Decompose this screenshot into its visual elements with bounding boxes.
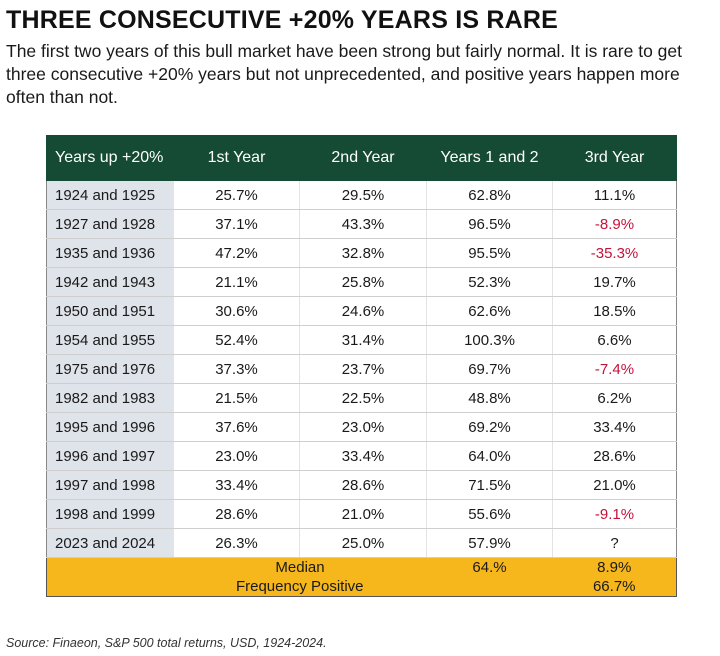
third-year-cell: 28.6% <box>552 441 677 471</box>
second-year-cell: 28.6% <box>299 470 427 500</box>
years-1-and-2-cell: 62.8% <box>426 180 553 210</box>
first-year-cell: 37.3% <box>173 354 300 384</box>
first-year-cell: 26.3% <box>173 528 300 558</box>
frequency-positive-row: Frequency Positive 66.7% <box>46 577 677 597</box>
table-body: 1924 and 1925 25.7% 29.5% 62.8% 11.1% 1927 an… <box>46 180 677 558</box>
first-year-cell: 21.1% <box>173 267 300 297</box>
frequency-positive-third-year: 66.7% <box>552 577 677 597</box>
years-1-and-2-cell: 95.5% <box>426 238 553 268</box>
years-1-and-2-cell: 55.6% <box>426 499 553 529</box>
first-year-cell: 23.0% <box>173 441 300 471</box>
years-1-and-2-cell: 69.2% <box>426 412 553 442</box>
first-year-cell: 47.2% <box>173 238 300 268</box>
second-year-cell: 23.7% <box>299 354 427 384</box>
median-label: Median <box>173 557 427 577</box>
median-years-1-and-2: 64.% <box>426 557 553 577</box>
first-year-cell: 37.6% <box>173 412 300 442</box>
third-year-cell: -35.3% <box>552 238 677 268</box>
first-year-cell: 37.1% <box>173 209 300 239</box>
years-cell: 1975 and 1976 <box>46 354 174 384</box>
years-cell: 1995 and 1996 <box>46 412 174 442</box>
header-years-up: Years up +20% <box>46 135 174 181</box>
years-cell: 1942 and 1943 <box>46 267 174 297</box>
header-third-year: 3rd Year <box>552 135 677 181</box>
third-year-cell: 19.7% <box>552 267 677 297</box>
page-subtitle: The first two years of this bull market … <box>6 41 682 107</box>
median-third-year: 8.9% <box>552 557 677 577</box>
table-row: 1954 and 1955 52.4% 31.4% 100.3% 6.6% <box>46 325 677 355</box>
first-year-cell: 33.4% <box>173 470 300 500</box>
years-1-and-2-cell: 52.3% <box>426 267 553 297</box>
second-year-cell: 25.0% <box>299 528 427 558</box>
first-year-cell: 52.4% <box>173 325 300 355</box>
second-year-cell: 33.4% <box>299 441 427 471</box>
years-1-and-2-cell: 57.9% <box>426 528 553 558</box>
second-year-cell: 31.4% <box>299 325 427 355</box>
years-1-and-2-cell: 100.3% <box>426 325 553 355</box>
table-row: 1995 and 1996 37.6% 23.0% 69.2% 33.4% <box>46 412 677 442</box>
second-year-cell: 22.5% <box>299 383 427 413</box>
third-year-cell: -7.4% <box>552 354 677 384</box>
second-year-cell: 23.0% <box>299 412 427 442</box>
second-year-cell: 32.8% <box>299 238 427 268</box>
years-1-and-2-cell: 48.8% <box>426 383 553 413</box>
first-year-cell: 25.7% <box>173 180 300 210</box>
years-1-and-2-cell: 64.0% <box>426 441 553 471</box>
page-title: THREE CONSECUTIVE +20% YEARS IS RARE <box>6 6 559 34</box>
years-1-and-2-cell: 96.5% <box>426 209 553 239</box>
third-year-cell: -9.1% <box>552 499 677 529</box>
table-header-row: Years up +20% 1st Year 2nd Year Years 1 … <box>46 135 677 181</box>
median-spacer <box>46 557 174 577</box>
first-year-cell: 30.6% <box>173 296 300 326</box>
years-cell: 1997 and 1998 <box>46 470 174 500</box>
table-row: 1927 and 1928 37.1% 43.3% 96.5% -8.9% <box>46 209 677 239</box>
table-row: 1982 and 1983 21.5% 22.5% 48.8% 6.2% <box>46 383 677 413</box>
first-year-cell: 21.5% <box>173 383 300 413</box>
second-year-cell: 25.8% <box>299 267 427 297</box>
header-second-year: 2nd Year <box>299 135 427 181</box>
third-year-cell: 6.2% <box>552 383 677 413</box>
second-year-cell: 43.3% <box>299 209 427 239</box>
returns-table: Years up +20% 1st Year 2nd Year Years 1 … <box>46 135 677 597</box>
third-year-cell: 11.1% <box>552 180 677 210</box>
years-1-and-2-cell: 62.6% <box>426 296 553 326</box>
third-year-cell: 33.4% <box>552 412 677 442</box>
first-year-cell: 28.6% <box>173 499 300 529</box>
third-year-cell: 18.5% <box>552 296 677 326</box>
third-year-cell: 6.6% <box>552 325 677 355</box>
table-row: 1997 and 1998 33.4% 28.6% 71.5% 21.0% <box>46 470 677 500</box>
table-row: 1996 and 1997 23.0% 33.4% 64.0% 28.6% <box>46 441 677 471</box>
years-cell: 1927 and 1928 <box>46 209 174 239</box>
second-year-cell: 29.5% <box>299 180 427 210</box>
table-row: 1924 and 1925 25.7% 29.5% 62.8% 11.1% <box>46 180 677 210</box>
median-row: Median 64.% 8.9% <box>46 557 677 577</box>
years-cell: 1954 and 1955 <box>46 325 174 355</box>
years-cell: 1982 and 1983 <box>46 383 174 413</box>
years-cell: 1996 and 1997 <box>46 441 174 471</box>
years-cell: 1924 and 1925 <box>46 180 174 210</box>
years-1-and-2-cell: 71.5% <box>426 470 553 500</box>
table-row: 1998 and 1999 28.6% 21.0% 55.6% -9.1% <box>46 499 677 529</box>
years-1-and-2-cell: 69.7% <box>426 354 553 384</box>
years-cell: 1950 and 1951 <box>46 296 174 326</box>
third-year-cell: ? <box>552 528 677 558</box>
third-year-cell: 21.0% <box>552 470 677 500</box>
table-row: 1935 and 1936 47.2% 32.8% 95.5% -35.3% <box>46 238 677 268</box>
source-note: Source: Finaeon, S&P 500 total returns, … <box>6 636 327 650</box>
table-row: 2023 and 2024 26.3% 25.0% 57.9%? <box>46 528 677 558</box>
second-year-cell: 21.0% <box>299 499 427 529</box>
second-year-cell: 24.6% <box>299 296 427 326</box>
table-row: 1975 and 1976 37.3% 23.7% 69.7% -7.4% <box>46 354 677 384</box>
table-row: 1950 and 1951 30.6% 24.6% 62.6% 18.5% <box>46 296 677 326</box>
table-row: 1942 and 1943 21.1% 25.8% 52.3% 19.7% <box>46 267 677 297</box>
years-cell: 1935 and 1936 <box>46 238 174 268</box>
third-year-cell: -8.9% <box>552 209 677 239</box>
years-cell: 2023 and 2024 <box>46 528 174 558</box>
header-years-1-and-2: Years 1 and 2 <box>426 135 553 181</box>
frequency-positive-label: Frequency Positive <box>46 577 553 597</box>
header-first-year: 1st Year <box>173 135 300 181</box>
years-cell: 1998 and 1999 <box>46 499 174 529</box>
